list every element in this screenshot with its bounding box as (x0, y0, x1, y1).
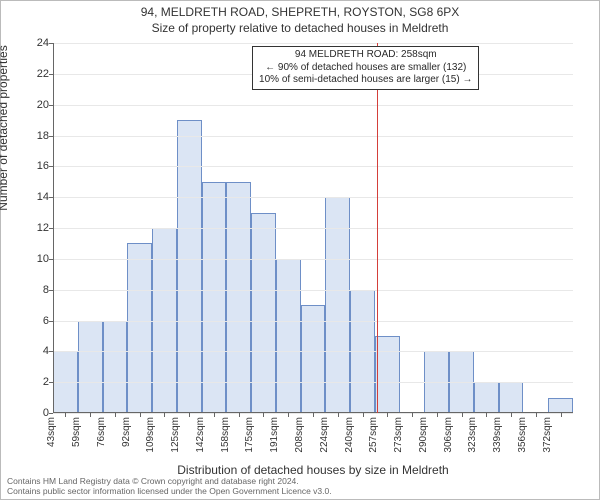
x-tick-label: 372sqm (542, 417, 580, 453)
bar (103, 321, 128, 414)
chart-container: 94, MELDRETH ROAD, SHEPRETH, ROYSTON, SG… (0, 0, 600, 500)
y-axis-line (53, 43, 54, 413)
plot-area: 94 MELDRETH ROAD: 258sqm ← 90% of detach… (53, 43, 573, 413)
annotation-line-3: 10% of semi-detached houses are larger (… (259, 74, 472, 87)
annotation-line-2: ← 90% of detached houses are smaller (13… (259, 62, 472, 75)
bar (127, 243, 152, 413)
gridline (53, 166, 573, 167)
bar (202, 182, 227, 413)
gridline (53, 259, 573, 260)
gridline (53, 351, 573, 352)
footer-line-2: Contains public sector information licen… (7, 487, 332, 497)
y-tick-label: 22 (37, 68, 49, 80)
y-tick-label: 10 (37, 253, 49, 265)
gridline (53, 43, 573, 44)
annotation-box: 94 MELDRETH ROAD: 258sqm ← 90% of detach… (252, 46, 479, 90)
bar (226, 182, 251, 413)
footer-text: Contains HM Land Registry data © Crown c… (7, 477, 332, 497)
bar (325, 197, 350, 413)
bar (499, 382, 524, 413)
y-tick-label: 18 (37, 130, 49, 142)
y-tick-label: 20 (37, 99, 49, 111)
gridline (53, 136, 573, 137)
y-tick-label: 16 (37, 160, 49, 172)
x-ticks: 43sqm59sqm76sqm92sqm109sqm125sqm142sqm15… (53, 413, 573, 463)
reference-line (377, 43, 378, 413)
gridline (53, 290, 573, 291)
y-axis-label: Number of detached properties (0, 28, 10, 228)
gridline (53, 228, 573, 229)
bar (474, 382, 499, 413)
y-ticks: 024681012141618202224 (31, 43, 51, 413)
title-line-1: 94, MELDRETH ROAD, SHEPRETH, ROYSTON, SG… (1, 5, 599, 19)
y-tick-label: 12 (37, 222, 49, 234)
gridline (53, 382, 573, 383)
gridline (53, 197, 573, 198)
title-line-2: Size of property relative to detached ho… (1, 21, 599, 35)
bar (548, 398, 573, 413)
bar (78, 321, 103, 414)
gridline (53, 105, 573, 106)
y-tick-label: 24 (37, 37, 49, 49)
bar (375, 336, 400, 413)
gridline (53, 321, 573, 322)
y-tick-label: 14 (37, 191, 49, 203)
bar (276, 259, 301, 413)
x-axis-label: Distribution of detached houses by size … (53, 463, 573, 477)
annotation-line-1: 94 MELDRETH ROAD: 258sqm (259, 49, 472, 62)
bar (177, 120, 202, 413)
